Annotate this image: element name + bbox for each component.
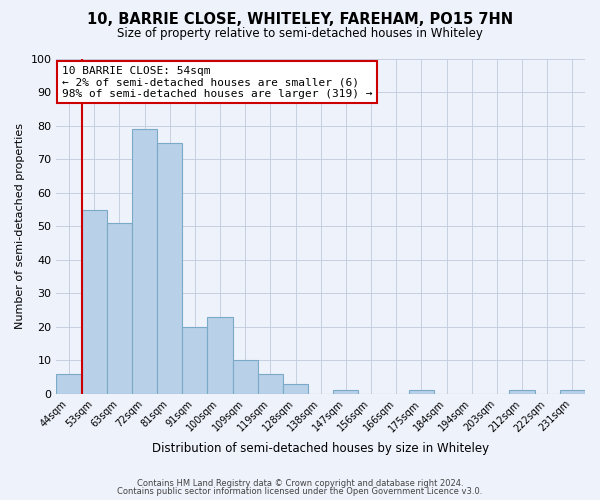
Bar [107, 223, 132, 394]
Text: Contains public sector information licensed under the Open Government Licence v3: Contains public sector information licen… [118, 487, 482, 496]
Bar [409, 390, 434, 394]
Bar [283, 384, 308, 394]
Bar [56, 374, 82, 394]
Bar [157, 142, 182, 394]
Bar [182, 327, 208, 394]
Bar [233, 360, 258, 394]
Bar [560, 390, 585, 394]
Bar [509, 390, 535, 394]
Bar [333, 390, 358, 394]
Text: 10, BARRIE CLOSE, WHITELEY, FAREHAM, PO15 7HN: 10, BARRIE CLOSE, WHITELEY, FAREHAM, PO1… [87, 12, 513, 28]
Text: Size of property relative to semi-detached houses in Whiteley: Size of property relative to semi-detach… [117, 28, 483, 40]
Y-axis label: Number of semi-detached properties: Number of semi-detached properties [15, 124, 25, 330]
X-axis label: Distribution of semi-detached houses by size in Whiteley: Distribution of semi-detached houses by … [152, 442, 489, 455]
Bar [132, 130, 157, 394]
Text: 10 BARRIE CLOSE: 54sqm
← 2% of semi-detached houses are smaller (6)
98% of semi-: 10 BARRIE CLOSE: 54sqm ← 2% of semi-deta… [62, 66, 372, 99]
Bar [208, 317, 233, 394]
Bar [258, 374, 283, 394]
Text: Contains HM Land Registry data © Crown copyright and database right 2024.: Contains HM Land Registry data © Crown c… [137, 478, 463, 488]
Bar [82, 210, 107, 394]
